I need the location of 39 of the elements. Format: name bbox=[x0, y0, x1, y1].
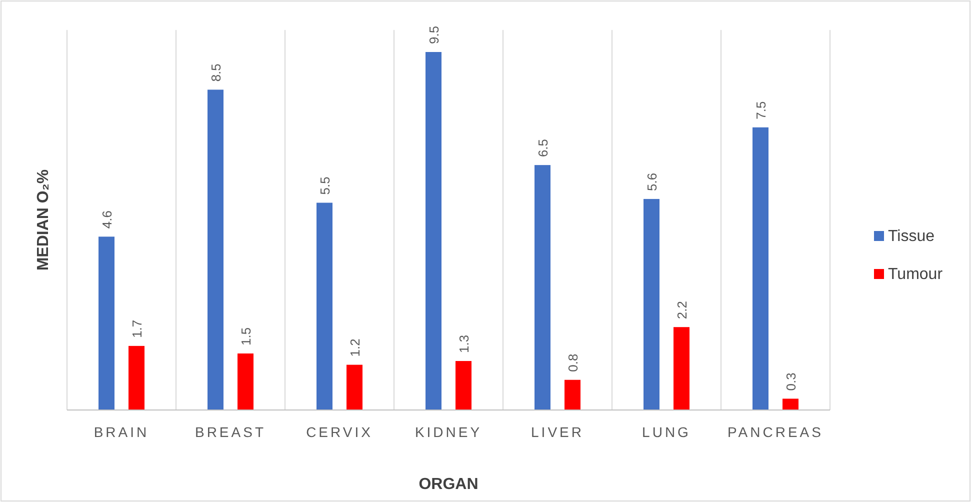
x-tick-label: LIVER bbox=[531, 424, 584, 440]
x-tick-label: BRAIN bbox=[94, 424, 150, 440]
bar bbox=[456, 361, 472, 410]
data-label: 2.2 bbox=[674, 301, 690, 320]
bar bbox=[426, 52, 442, 410]
data-label: 4.6 bbox=[100, 210, 114, 229]
bar bbox=[238, 353, 254, 410]
data-label: 1.7 bbox=[130, 320, 144, 338]
bar bbox=[128, 346, 144, 410]
bar bbox=[316, 202, 332, 410]
x-tick-label: BREAST bbox=[194, 424, 266, 440]
bar bbox=[534, 165, 550, 410]
data-label: 1.5 bbox=[238, 327, 254, 346]
data-label: 9.5 bbox=[426, 26, 442, 44]
data-label: 6.5 bbox=[536, 138, 550, 158]
x-axis-title: ORGAN bbox=[418, 476, 478, 493]
data-label: 1.3 bbox=[456, 334, 472, 354]
data-label: 0.3 bbox=[784, 372, 798, 391]
x-tick-label: CERVIX bbox=[306, 424, 373, 440]
data-label: 1.2 bbox=[348, 338, 362, 357]
x-tick-label: KIDNEY bbox=[414, 424, 482, 440]
x-tick-label: LUNG bbox=[642, 424, 691, 440]
bar bbox=[782, 398, 798, 410]
legend-label: Tumour bbox=[888, 266, 944, 283]
x-tick-label: PANCREAS bbox=[728, 424, 824, 440]
data-label: 7.5 bbox=[754, 101, 768, 120]
y-axis-title: MEDIAN O₂% bbox=[35, 169, 52, 271]
data-label: 0.8 bbox=[566, 354, 580, 372]
bar bbox=[674, 327, 690, 410]
bar bbox=[564, 380, 580, 410]
data-label: 5.5 bbox=[318, 176, 332, 195]
bar bbox=[644, 198, 660, 410]
bar bbox=[752, 127, 768, 410]
bar bbox=[346, 364, 362, 410]
legend-label: Tissue bbox=[888, 228, 935, 245]
bar bbox=[98, 236, 114, 410]
data-label: 8.5 bbox=[208, 64, 224, 82]
data-label: 5.6 bbox=[644, 172, 660, 191]
bar bbox=[208, 90, 224, 410]
